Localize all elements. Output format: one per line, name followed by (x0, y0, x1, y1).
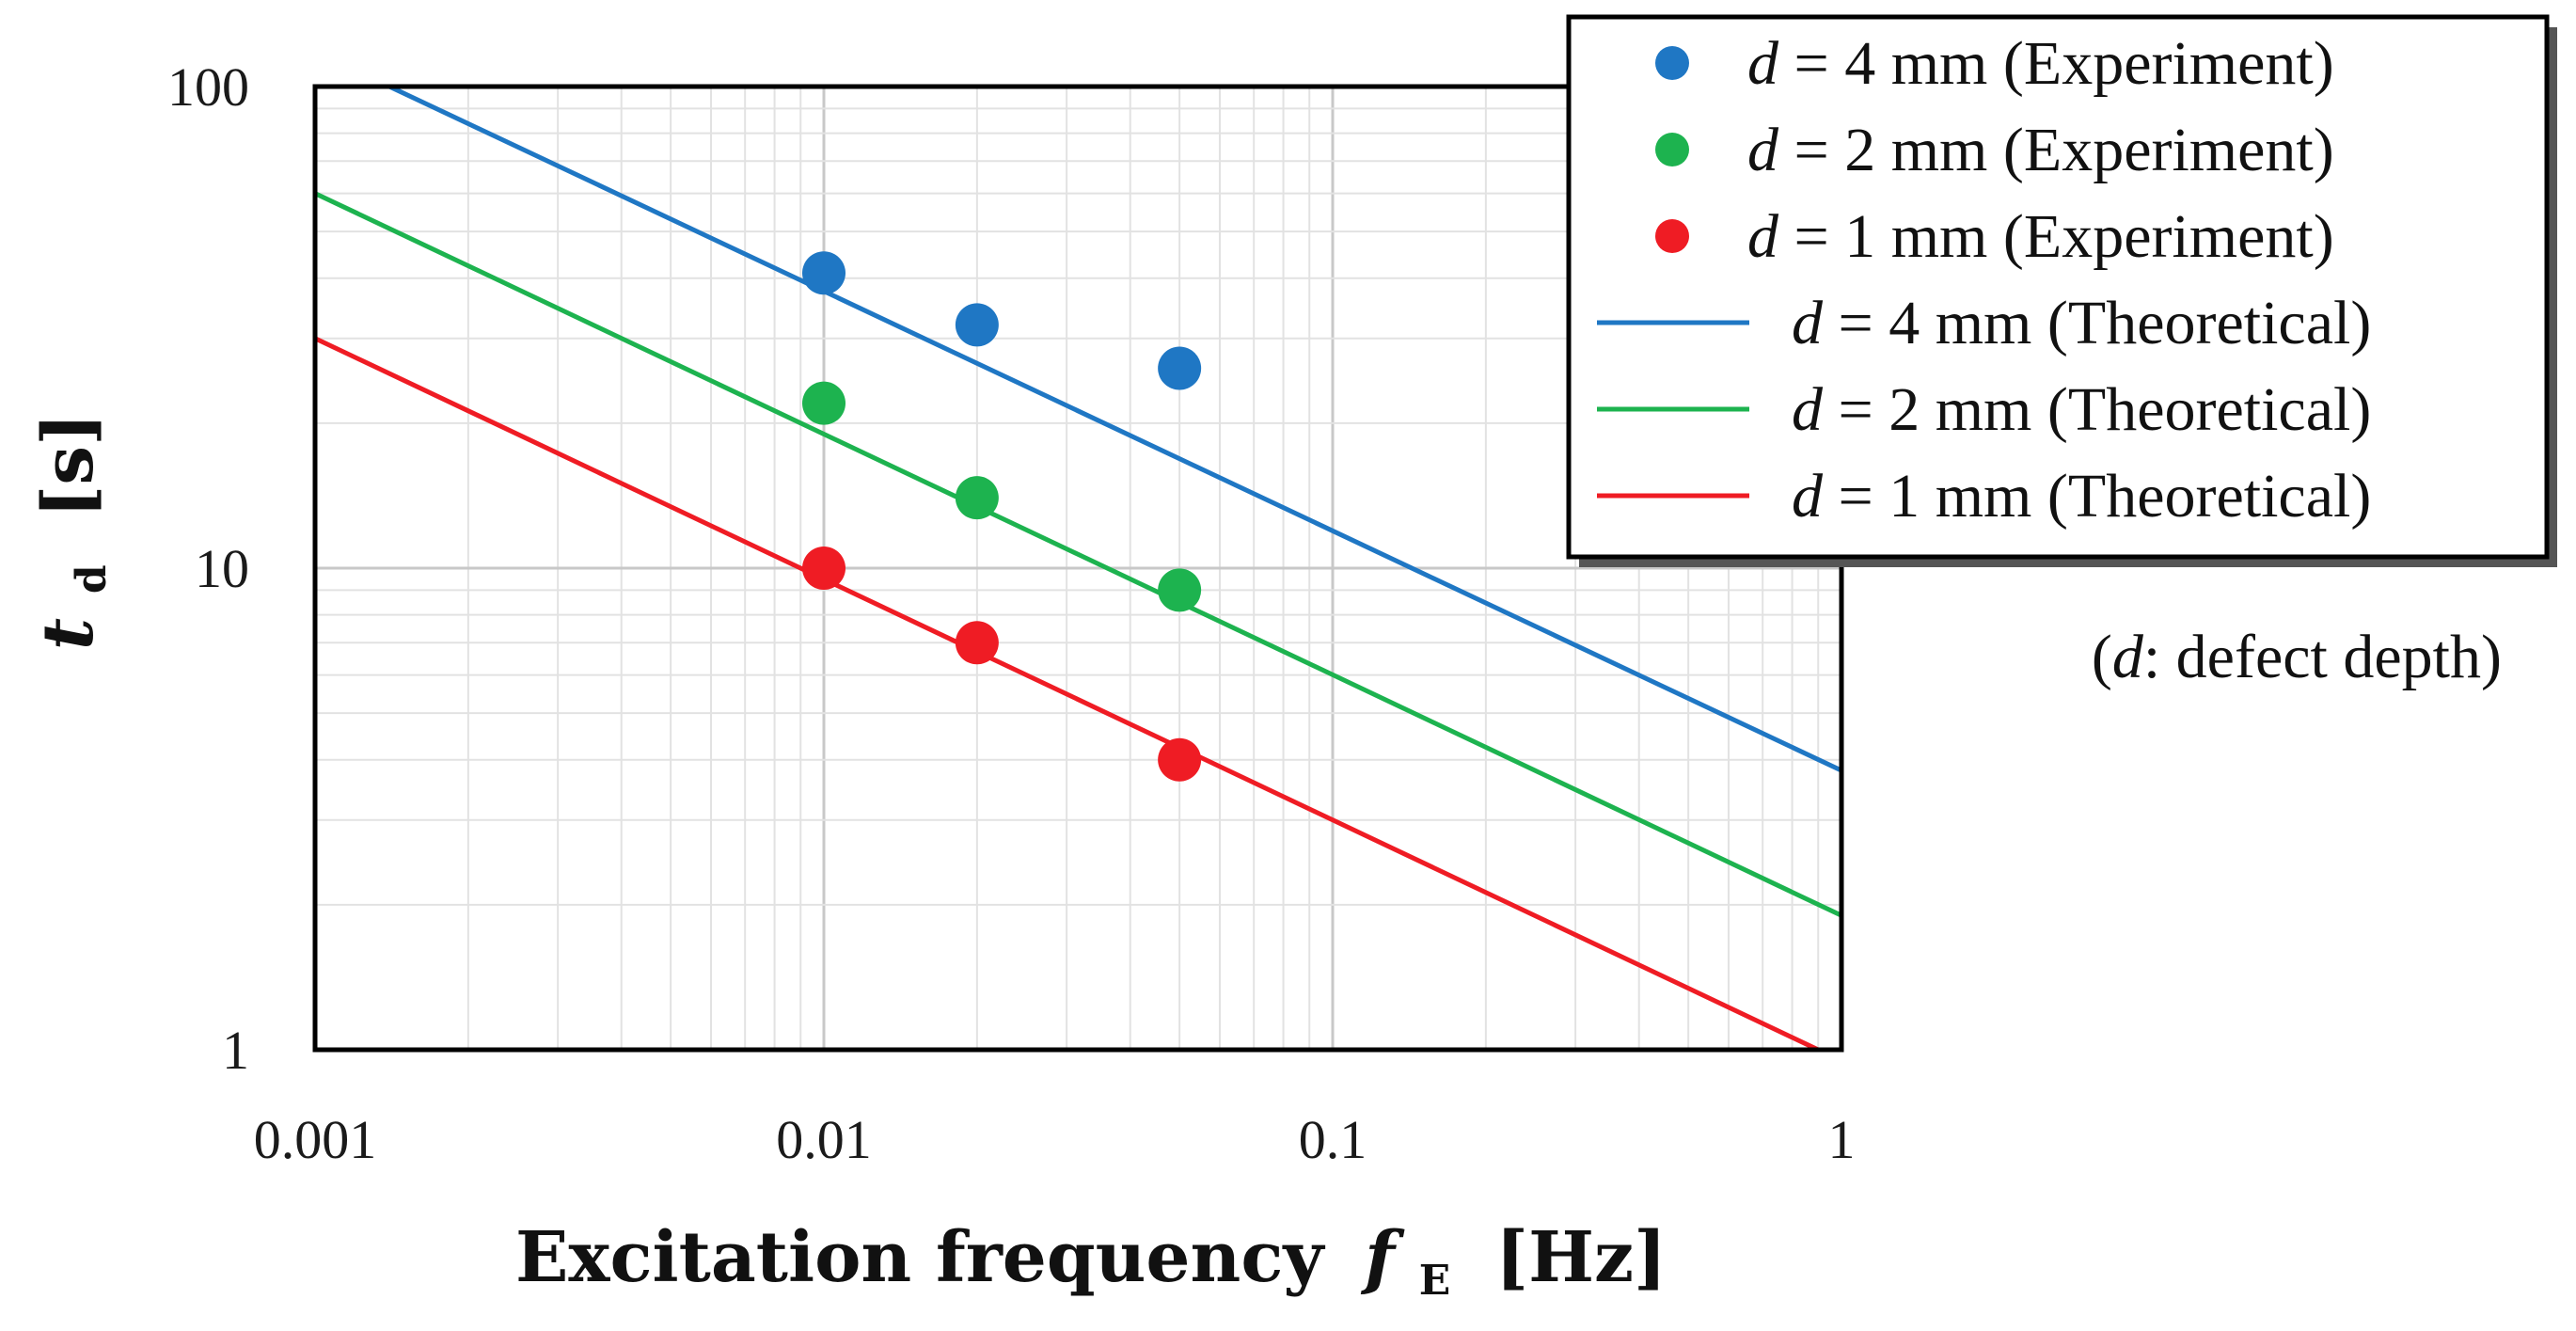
data-point (955, 621, 999, 665)
legend-box (1566, 14, 2550, 560)
theory-line (313, 191, 1843, 918)
data-point (1158, 737, 1202, 782)
x-tick-label: 1 (1828, 1109, 1856, 1170)
x-tick-label: 0.01 (776, 1109, 872, 1170)
x-axis-title: Excitation frequency f E [Hz] (515, 1217, 1667, 1311)
legend-label-text: = 4 mm (Experiment) (1778, 29, 2334, 98)
data-point (955, 476, 999, 520)
data-point (802, 251, 845, 295)
plot-series (313, 84, 1843, 1053)
legend-label-text: = 4 mm (Theoretical) (1823, 289, 2371, 357)
legend-label-var: d (1792, 289, 1824, 357)
x-axis-title-main: Excitation frequency (515, 1217, 1325, 1298)
legend-label: d = 1 mm (Theoretical) (1792, 462, 2371, 531)
y-tick-label: 100 (167, 56, 249, 118)
tick-labels: 0.001 0.01 0.1 1 1 10 100 (167, 56, 1856, 1170)
legend-label-text: = 2 mm (Theoretical) (1823, 375, 2371, 444)
y-axis-title-sub: d (68, 564, 116, 594)
legend-label-var: d (1792, 462, 1824, 531)
data-point (1158, 346, 1202, 390)
legend-label: d = 2 mm (Experiment) (1747, 116, 2334, 184)
note-var: d (2112, 623, 2144, 691)
x-tick-label: 0.1 (1299, 1109, 1367, 1170)
plot-frame (312, 84, 1844, 1053)
y-axis-title-var: t (28, 618, 109, 650)
theory-line (387, 84, 1843, 773)
legend-label-text: = 1 mm (Theoretical) (1823, 462, 2371, 531)
legend-label: d = 4 mm (Theoretical) (1792, 289, 2371, 357)
data-point (955, 303, 999, 347)
legend-label: d = 1 mm (Experiment) (1747, 202, 2334, 271)
legend: d = 4 mm (Experiment)d = 2 mm (Experimen… (1566, 14, 2557, 567)
legend-label-var: d (1747, 29, 1779, 98)
note-text: : defect depth) (2143, 623, 2502, 691)
legend-marker (1655, 219, 1689, 253)
theory-line (313, 336, 1820, 1053)
defect-depth-note: (d: defect depth) (2092, 623, 2502, 691)
x-axis-title-sub: E (1419, 1257, 1451, 1305)
note-open: ( (2092, 623, 2112, 691)
y-axis-title: t d [s] (28, 413, 122, 650)
x-axis-title-unit: [Hz] (1495, 1217, 1667, 1298)
y-tick-label: 1 (222, 1020, 249, 1081)
legend-label-text: = 2 mm (Experiment) (1778, 116, 2334, 184)
x-tick-label: 0.001 (254, 1109, 377, 1170)
data-point (1158, 568, 1202, 612)
data-point (802, 381, 845, 425)
legend-label-text: = 1 mm (Experiment) (1778, 202, 2334, 271)
legend-label: d = 2 mm (Theoretical) (1792, 375, 2371, 444)
legend-label-var: d (1747, 116, 1779, 184)
legend-label: d = 4 mm (Experiment) (1747, 29, 2334, 98)
data-point (802, 547, 845, 590)
x-axis-title-var: f (1360, 1217, 1405, 1298)
y-axis-title-unit: [s] (28, 413, 109, 518)
legend-label-var: d (1747, 202, 1779, 271)
legend-label-var: d (1792, 375, 1824, 444)
legend-marker (1655, 133, 1689, 166)
legend-marker (1655, 46, 1689, 80)
y-tick-label: 10 (195, 538, 249, 599)
